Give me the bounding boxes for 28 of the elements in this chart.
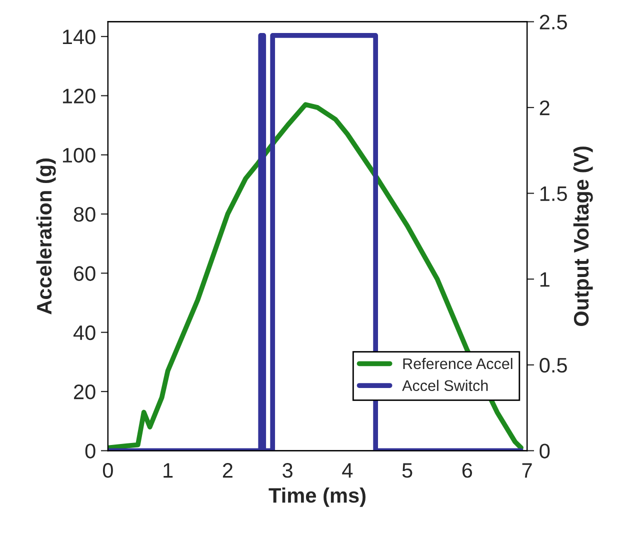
legend-label: Accel Switch: [402, 380, 488, 392]
y2-tick-label: 2: [540, 100, 550, 116]
x-tick-label: 7: [522, 463, 532, 478]
y2-tick-label: 0.5: [540, 358, 567, 373]
y2-tick-label: 2.5: [540, 14, 567, 30]
x-tick-label: 4: [342, 463, 353, 478]
y-tick-label: 120: [62, 88, 96, 104]
y-tick-label: 100: [62, 148, 96, 163]
y-tick-label: 140: [62, 30, 96, 44]
y-tick-label: 60: [74, 266, 96, 281]
x-axis-title: Time (ms): [268, 487, 366, 507]
x-tick-label: 5: [402, 463, 412, 478]
x-tick-label: 0: [102, 463, 113, 478]
x-tick-label: 6: [462, 463, 472, 478]
y-tick-label: 20: [74, 384, 96, 400]
legend-label: Reference Accel: [403, 358, 512, 370]
x-tick-label: 2: [222, 463, 232, 478]
y-tick-label: 40: [73, 325, 96, 340]
x-tick-label: 3: [282, 463, 292, 478]
y2-tick-label: 1.5: [540, 186, 567, 202]
y-tick-label: 80: [74, 207, 96, 222]
x-tick-label: 1: [164, 463, 173, 478]
line-series: [108, 102, 524, 450]
y2-axis-title: Output Voltage (V): [573, 146, 593, 326]
y-tick-label: 0: [85, 444, 96, 458]
y2-tick-label: 1: [540, 272, 550, 287]
y2-tick-label: 0: [540, 444, 550, 458]
y-axis-title: Acceleration (g): [36, 158, 56, 314]
